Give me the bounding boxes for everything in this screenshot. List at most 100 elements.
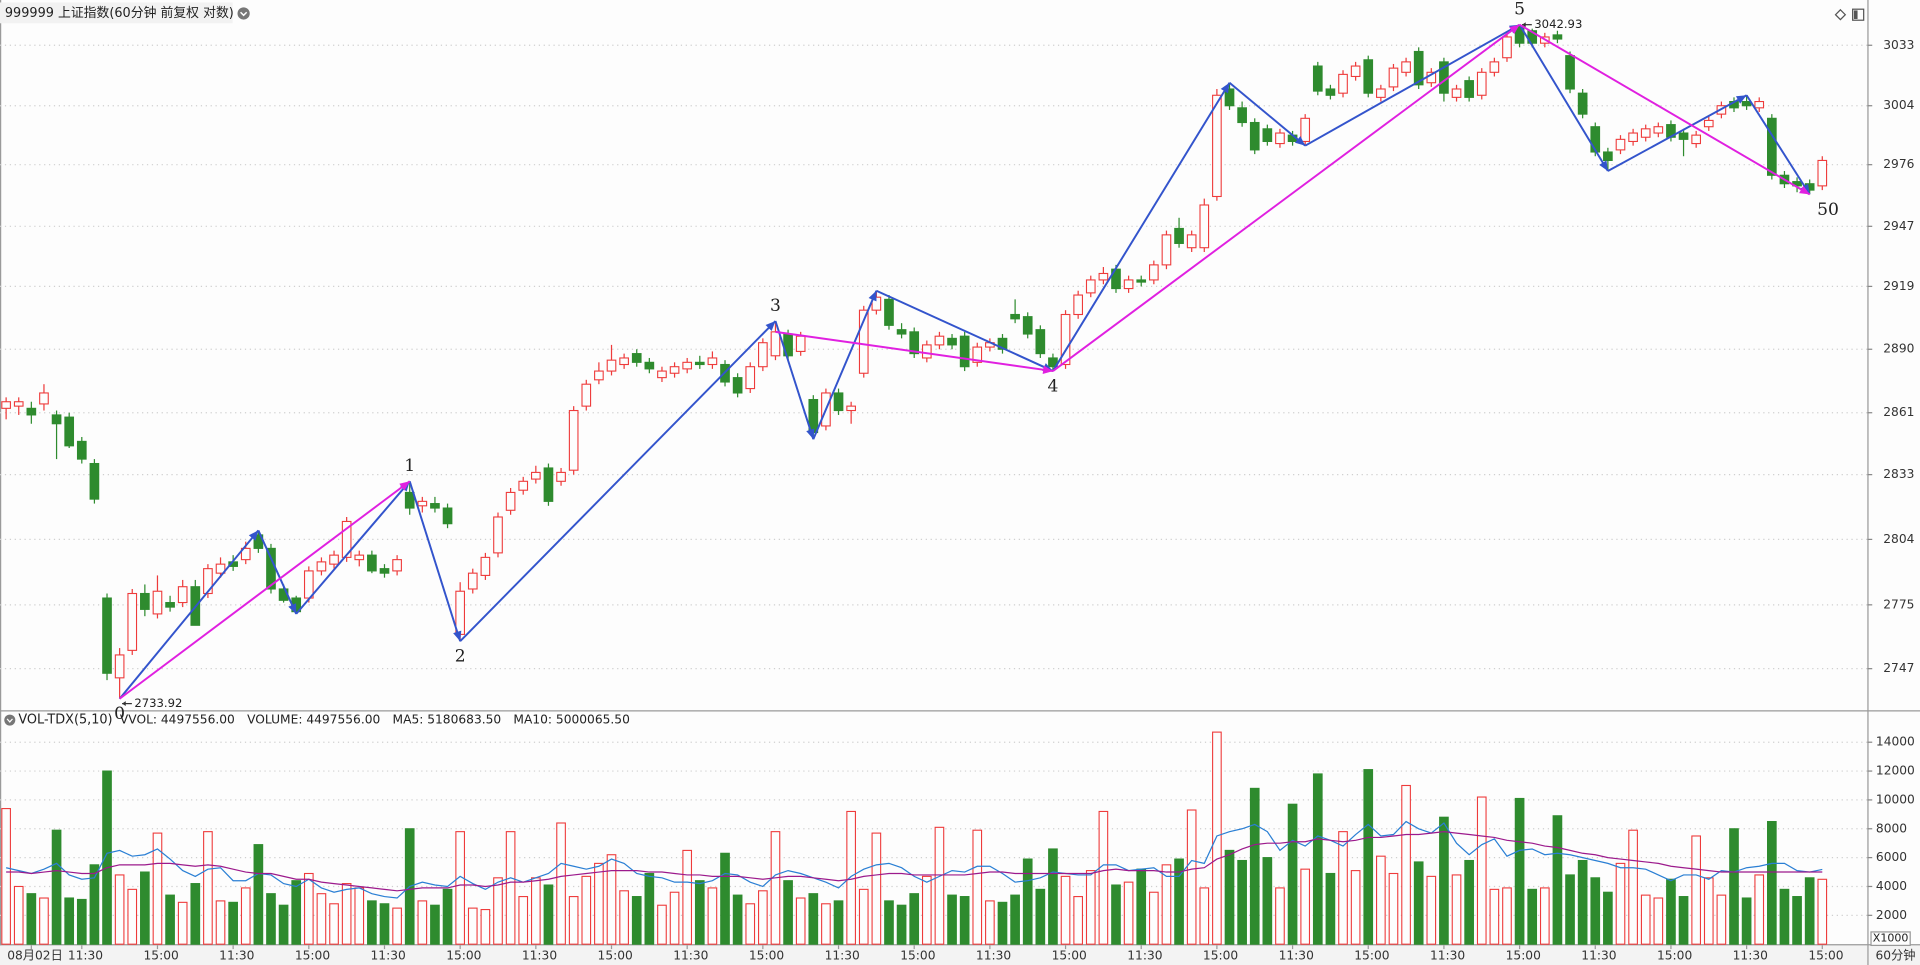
volume-bar (76, 898, 87, 945)
volume-bar (152, 832, 163, 945)
x-tick-label: 11:30 (371, 948, 406, 962)
panel-icon[interactable] (1852, 8, 1865, 21)
volume-bar (430, 904, 440, 945)
volume-bar (1792, 896, 1802, 945)
candle-body (1640, 128, 1651, 138)
wave-arrow-head (248, 530, 259, 541)
wave-line (408, 481, 462, 642)
settings-icon-circle[interactable] (237, 7, 250, 20)
wave-line (1518, 24, 1609, 172)
candle-body (1123, 279, 1134, 290)
volume-bar (51, 829, 62, 945)
volume-bar (934, 826, 945, 945)
wave-line (1228, 81, 1306, 147)
candle-body (1060, 313, 1071, 366)
candle-body (102, 597, 112, 674)
candle-body (1691, 134, 1701, 145)
volume-bar (783, 880, 793, 945)
volume-bar (140, 871, 150, 945)
candle-body (1224, 88, 1235, 107)
wave-line (875, 289, 1054, 372)
wave-label: 4 (1047, 376, 1058, 396)
volume-menu-chevron[interactable] (6, 718, 13, 723)
volume-menu-icon[interactable] (4, 714, 16, 726)
x-tick-label: 15:00 (1354, 948, 1389, 962)
volume-bar (165, 894, 175, 945)
volume-bar (1287, 803, 1298, 945)
time-axis-background (0, 945, 1920, 965)
volume-bar (1678, 896, 1689, 945)
volume-bar (1451, 874, 1462, 945)
volume-bar (1363, 769, 1374, 945)
diamond-icon[interactable] (1834, 8, 1847, 21)
volume-bar (1653, 897, 1664, 945)
x-tick-label: 11:30 (219, 948, 254, 962)
candle-body (505, 491, 516, 511)
volume-bar (114, 874, 125, 945)
x-tick-label: 11:30 (825, 948, 860, 962)
candle-body (833, 392, 844, 412)
volume-bar (1741, 897, 1752, 945)
volume-bar (1350, 870, 1361, 945)
settings-icon-chevron[interactable] (240, 11, 248, 17)
candle-body (997, 337, 1008, 350)
candle-body (1338, 73, 1348, 94)
wave-line (1607, 94, 1748, 172)
wave-line (775, 330, 1054, 373)
candle-body (165, 602, 175, 608)
wave-line (1519, 23, 1811, 196)
volume-bar (594, 862, 604, 945)
volume-bar (1048, 848, 1058, 945)
extreme-pointer-head (122, 701, 126, 707)
candle-body (177, 586, 188, 604)
extreme-pointer-head (1522, 22, 1526, 28)
x-tick-label: 15:00 (749, 948, 784, 962)
wave-label: 0 (114, 704, 125, 724)
volume-bar (543, 884, 554, 945)
volume-bar (682, 849, 693, 945)
volume-bar (694, 880, 705, 945)
volume-bar (1527, 888, 1538, 945)
volume-bar (732, 894, 743, 945)
volume-bar (1590, 877, 1601, 945)
volume-bar (1603, 891, 1613, 945)
volume-bar (1703, 877, 1714, 945)
candle-body (1073, 294, 1083, 316)
candle-body (972, 346, 983, 363)
candle-body (568, 409, 579, 471)
candle-body (341, 520, 352, 558)
candle-body (1577, 92, 1588, 115)
wave-line (459, 320, 777, 642)
volume-bar (1275, 887, 1285, 945)
candle-body (1502, 36, 1512, 59)
volume-bar (921, 875, 932, 945)
volume-bar (102, 770, 112, 945)
candle-body (606, 359, 617, 372)
candle-body (631, 353, 642, 363)
volume-bar (13, 885, 24, 945)
x-tick-label: 11:30 (522, 948, 557, 962)
volume-bar (1439, 816, 1449, 945)
y-tick-label: 6000 (1876, 850, 1907, 864)
wave-label: 2 (455, 647, 466, 667)
volume-bar (1615, 862, 1626, 945)
candle-body (1363, 59, 1374, 94)
volume-bar (1401, 784, 1411, 945)
volume-bar (26, 893, 37, 945)
volume-bar (758, 890, 768, 945)
x-tick-label: 11:30 (1581, 948, 1616, 962)
settings-icon[interactable] (237, 7, 250, 20)
x-tick-label: 08月02日 (7, 948, 63, 962)
x-tick-label: 15:00 (1506, 948, 1541, 962)
volume-bar (619, 890, 629, 945)
candle-body (1653, 126, 1664, 134)
candle-body (682, 361, 693, 370)
candle-body (354, 554, 365, 561)
volume-bar (127, 888, 138, 945)
y-tick-label: 12000 (1876, 764, 1915, 778)
candle-body (89, 462, 100, 500)
volume-bar (606, 854, 617, 945)
volume-bar (556, 822, 566, 945)
volume-bar (1388, 872, 1399, 945)
wave-line (812, 290, 878, 440)
